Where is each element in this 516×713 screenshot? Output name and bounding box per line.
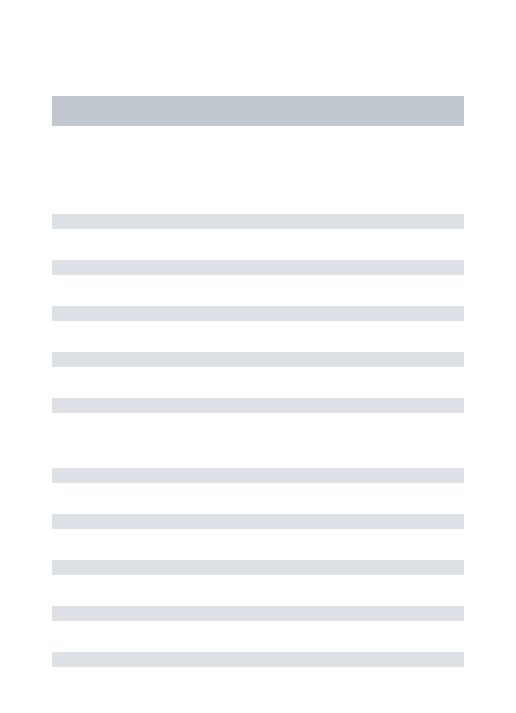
skeleton-line <box>52 560 464 575</box>
skeleton-line <box>52 468 464 483</box>
skeleton-title-bar <box>52 96 464 126</box>
skeleton-line <box>52 398 464 413</box>
skeleton-line <box>52 214 464 229</box>
skeleton-line <box>52 352 464 367</box>
skeleton-section-gap <box>52 444 464 468</box>
skeleton-container <box>0 0 516 667</box>
skeleton-line <box>52 306 464 321</box>
skeleton-line <box>52 260 464 275</box>
skeleton-line <box>52 514 464 529</box>
skeleton-line <box>52 606 464 621</box>
skeleton-line <box>52 652 464 667</box>
